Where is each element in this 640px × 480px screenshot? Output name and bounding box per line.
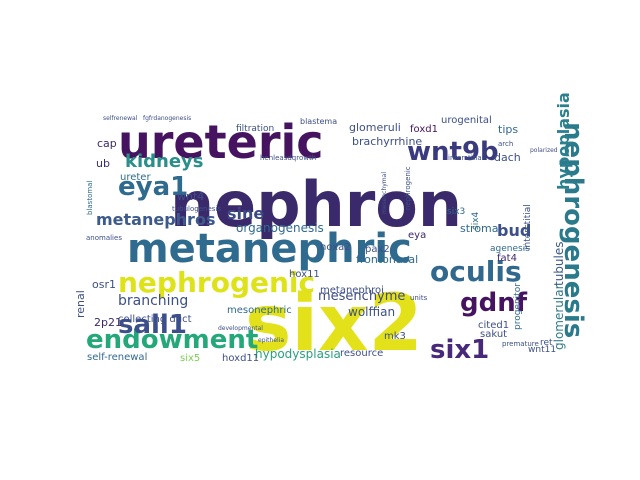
word-hoxd11: hoxd11 (222, 353, 259, 364)
word-2p21: 2p21 (94, 316, 122, 329)
word-mesonephric: mesonephric (227, 305, 292, 316)
word-hoxa2: hoxa2 (320, 242, 351, 253)
word-sakut: sakut (480, 329, 507, 340)
word-epithelia: epithelia (258, 337, 284, 344)
word-brachyrrhine: brachyrrhine (352, 135, 422, 148)
word-oculis: oculis (430, 255, 522, 288)
word-hox11: hox11 (289, 269, 320, 280)
word-interstitial: interstitial (523, 204, 533, 250)
word-ureteric: ureteric (118, 115, 324, 169)
word-mk3: mk3 (384, 331, 406, 342)
word-progenitor: progenitor (513, 283, 523, 330)
word-osr1: osr1 (92, 278, 116, 291)
word-anomalies: anomalies (86, 234, 122, 242)
word-bud: bud (497, 221, 531, 240)
word-ret: ret (540, 338, 553, 348)
word-blastema: blastema (300, 117, 337, 126)
word-gdnf: gdnf (460, 288, 528, 318)
word-ureter: ureter (120, 172, 151, 183)
word-six5: six5 (180, 353, 200, 364)
word-metanephric: metanephric (127, 226, 412, 272)
word-mesenchyme: mesenchyme (318, 289, 405, 304)
word-urogenital: urogenital (441, 115, 492, 126)
word-hypoplasia: hypoplasia (554, 92, 573, 190)
word-wnt9b: wnt9b (407, 137, 499, 167)
word-dach: dach (494, 151, 521, 164)
word-henleasdqrowth: henleasdqrowth (260, 154, 316, 162)
word-frontonasal: frontonasal (356, 253, 418, 266)
word-six4: six4 (471, 211, 481, 230)
word-nephrogenic-small: nephrogenic (404, 166, 412, 210)
word-blastomal: blastomal (86, 181, 94, 215)
word-cloud-words: nephron six2 metanephric ureteric nephro… (74, 92, 588, 369)
word-nephrogenesis: nephrogenesis (558, 122, 588, 338)
word-tubulogenesis: tubulogenesis (172, 205, 221, 213)
word-branching: branching (118, 293, 188, 309)
word-sine: sine (227, 204, 264, 223)
word-nephron: nephron (170, 168, 462, 241)
word-stroma: stroma (460, 222, 499, 235)
word-endowment: endowment (86, 325, 258, 355)
word-glomerular: glomerular (552, 284, 566, 350)
word-self-renewal: self-renewal (87, 352, 147, 363)
word-interstitial-2: interstitial (448, 154, 484, 162)
word-six3: six3 (447, 207, 465, 217)
word-six1: six1 (430, 335, 489, 365)
word-eya1: eya1 (118, 172, 188, 202)
word-fat4: fat4 (497, 253, 517, 264)
word-six2: six2 (245, 279, 423, 369)
word-filtration: filtration (236, 124, 274, 134)
word-tips: tips (498, 123, 518, 136)
word-wnt11: wnt11 (528, 345, 556, 355)
word-premature: premature (502, 340, 539, 348)
word-fgfrdanogenesis: fgfrdanogenesis (143, 115, 191, 122)
word-pax2: pax2 (365, 244, 390, 255)
word-mesenchymal: mesenchymal (381, 172, 388, 214)
word-resource: resource (340, 348, 383, 359)
word-wolffian: wolffian (348, 305, 395, 319)
word-cited1: cited1 (478, 320, 509, 331)
word-selfrenewal: selfrenewal (103, 115, 138, 122)
word-wnt4: wnt4 (177, 190, 204, 203)
word-foxd1: foxd1 (410, 124, 438, 135)
word-kidneys: kidneys (125, 151, 204, 172)
word-metanephroi: metanephroi (320, 285, 384, 296)
word-agenesis: agenesis (490, 244, 530, 254)
word-units: units (410, 294, 428, 302)
word-hypodysplasia: hypodysplasia (255, 347, 341, 361)
word-glomeruli: glomeruli (349, 121, 401, 134)
word-developmental: developmental (218, 325, 263, 332)
word-arch: arch (498, 140, 513, 148)
word-ub: ub (96, 157, 110, 170)
word-tubules: tubules (552, 241, 566, 286)
word-renal: renal (74, 290, 87, 318)
word-eya: eya (408, 230, 426, 241)
word-organogenesis: organogenesis (236, 221, 324, 235)
word-sall1: sall1 (118, 310, 187, 340)
word-polarized: polarized (530, 147, 558, 154)
word-nephrogenic: nephrogenic (118, 266, 315, 299)
word-cap: cap (97, 137, 117, 150)
word-metanephros: metanephros (96, 210, 215, 229)
word-collecting-duct: collecting duct (118, 314, 192, 325)
